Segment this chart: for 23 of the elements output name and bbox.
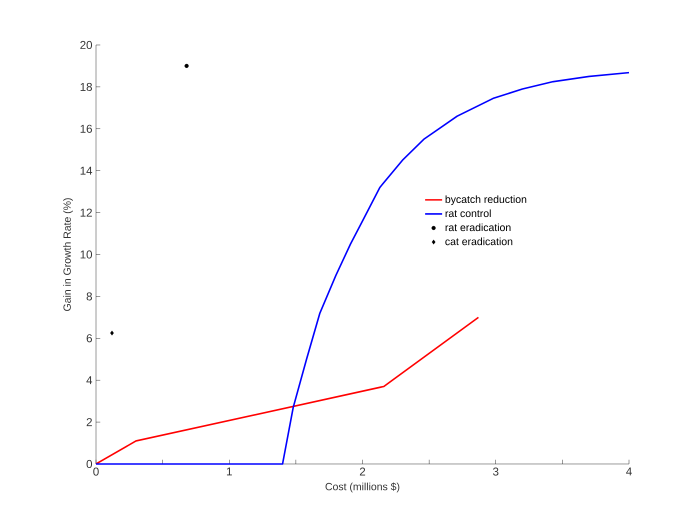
legend-label: rat control — [446, 209, 491, 218]
x-axis-title: Cost (millions $) — [326, 482, 400, 492]
y-tick-label: 8 — [86, 292, 92, 300]
legend-label: rat eradication — [446, 223, 511, 232]
x-tick-label: 0 — [93, 468, 99, 476]
line-series — [95, 316, 480, 465]
y-tick-label: 2 — [86, 418, 92, 426]
y-axis-title: Gain in Growth Rate (%) — [63, 198, 73, 311]
y-tick-label: 20 — [80, 40, 92, 50]
y-tick-label: 10 — [80, 250, 92, 259]
y-tick-label: 0 — [86, 460, 92, 468]
y-tick-label: 18 — [80, 82, 92, 91]
x-tick-label: 3 — [493, 468, 498, 476]
legend-label: bycatch reduction — [446, 195, 526, 206]
y-tick-label: 14 — [80, 166, 92, 175]
y-tick-label: 12 — [80, 208, 92, 217]
y-tick-label: 6 — [86, 334, 92, 342]
y-tick-label: 16 — [80, 124, 92, 133]
y-tick-label: 4 — [86, 376, 92, 384]
legend-label: cat eradication — [445, 238, 512, 246]
x-tick-label: 4 — [626, 468, 632, 476]
x-tick-label: 1 — [226, 468, 232, 476]
x-tick-label: 2 — [360, 468, 366, 476]
